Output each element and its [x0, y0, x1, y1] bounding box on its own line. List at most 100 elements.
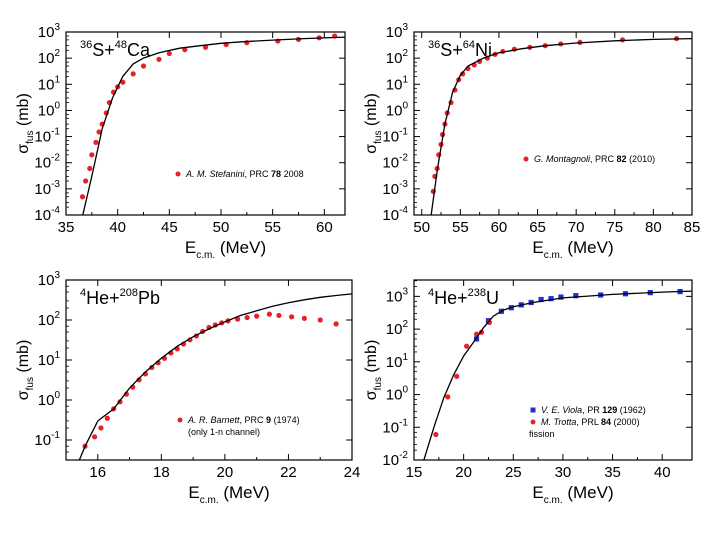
y-tick-mantissa: 10: [386, 102, 403, 119]
data-point: [445, 394, 451, 400]
legend-entry: A. R. Barnett, PRC 9 (1974): [187, 415, 300, 425]
y-tick-label: 10-2: [382, 450, 408, 469]
y-axis-label: σfus (mb): [15, 340, 36, 401]
legend-author: V. E. Viola: [541, 405, 582, 415]
legend-marker: [530, 419, 536, 425]
x-axis-label-unit: (MeV): [215, 238, 266, 257]
plot-frame: [413, 279, 693, 461]
y-tick-exponent: 0: [402, 385, 408, 396]
legend-ref: , PRC: [590, 154, 617, 164]
y-tick-exponent: 2: [402, 48, 408, 59]
data-point: [182, 47, 188, 53]
y-tick-label: 103: [386, 22, 409, 41]
legend-entry: M. Trotta, PRL 84 (2000): [541, 417, 640, 427]
y-tick-exponent: -3: [399, 179, 408, 190]
y-tick-exponent: 1: [54, 350, 60, 361]
y-tick-label: 103: [386, 286, 409, 305]
data-point: [156, 56, 162, 62]
panel-title: 4He+208Pb: [80, 287, 160, 308]
title-elem-b: Ni: [475, 40, 492, 60]
x-tick-label: 16: [89, 464, 106, 481]
data-point: [464, 343, 470, 349]
legend-year: 2008: [281, 169, 304, 179]
y-tick-mantissa: 10: [382, 181, 399, 198]
y-tick-exponent: -3: [51, 179, 60, 190]
x-axis-label: Ec.m. (MeV): [188, 483, 269, 506]
model-curve: [430, 37, 692, 215]
y-tick-label: 103: [38, 22, 61, 41]
x-tick-label: 55: [452, 219, 469, 236]
y-tick-mantissa: 10: [34, 155, 51, 172]
y-tick-exponent: 2: [402, 319, 408, 330]
x-tick-label: 24: [344, 464, 361, 481]
y-tick-mantissa: 10: [382, 155, 399, 172]
y-tick-label: 102: [386, 48, 409, 67]
panel-title: 36S+64Ni: [428, 39, 492, 60]
data-point-square: [538, 296, 544, 303]
y-tick-label: 10-2: [382, 153, 408, 172]
data-point: [301, 315, 307, 321]
y-tick-mantissa: 10: [382, 452, 399, 469]
legend-volume: 84: [601, 417, 611, 427]
x-tick-label: 20: [455, 464, 472, 481]
x-tick-label: 18: [153, 464, 170, 481]
legend-volume: 129: [602, 405, 617, 415]
y-tick-label: 102: [38, 48, 61, 67]
y-tick-mantissa: 10: [38, 50, 55, 67]
y-tick-exponent: -1: [399, 127, 408, 138]
data-point: [254, 313, 260, 319]
title-mass-b: 64: [463, 39, 475, 51]
y-tick-label: 102: [38, 310, 61, 329]
title-elem-a: He+: [434, 288, 468, 308]
y-tick-exponent: -2: [399, 450, 408, 461]
y-tick-label: 10-1: [34, 127, 60, 146]
plot-area: [79, 33, 345, 215]
x-axis-label-sub: c.m.: [544, 495, 563, 506]
x-tick-label: 50: [413, 219, 430, 236]
y-tick-label: 102: [386, 319, 409, 338]
data-point: [266, 311, 272, 317]
data-point: [333, 321, 339, 327]
data-point: [93, 139, 99, 145]
data-point: [454, 373, 460, 379]
data-point: [276, 312, 282, 319]
x-tick-label: 25: [505, 464, 522, 481]
y-axis-label-sub: fus: [373, 131, 384, 144]
x-axis-label-main: E: [532, 483, 543, 502]
y-tick-mantissa: 10: [38, 352, 55, 369]
y-tick-label: 10-3: [382, 179, 408, 198]
title-mass-a: 4: [428, 287, 434, 299]
y-tick-mantissa: 10: [38, 272, 55, 289]
data-point: [166, 50, 172, 57]
title-elem-a: He+: [86, 288, 120, 308]
y-tick-exponent: 3: [402, 22, 408, 33]
y-tick-label: 10-2: [34, 153, 60, 172]
data-point: [136, 377, 142, 383]
legend-author: A. R. Barnett: [187, 415, 240, 425]
y-tick-mantissa: 10: [382, 129, 399, 146]
x-tick-label: 30: [555, 464, 572, 481]
legend-volume: 9: [266, 415, 271, 425]
title-elem-a: S+: [92, 40, 115, 60]
y-tick-mantissa: 10: [386, 354, 403, 371]
plot-area: [423, 288, 692, 460]
x-tick-label: 50: [213, 219, 230, 236]
legend-year: (2010): [627, 154, 656, 164]
y-tick-mantissa: 10: [38, 76, 55, 93]
x-axis-label-main: E: [188, 483, 199, 502]
x-tick-label: 40: [109, 219, 126, 236]
legend-year: (1974): [271, 415, 300, 425]
y-tick-label: 101: [38, 74, 61, 93]
y-tick-exponent: -4: [51, 205, 60, 216]
x-tick-label: 55: [264, 219, 281, 236]
y-tick-label: 100: [38, 100, 61, 119]
y-axis-label-unit: (mb): [15, 340, 32, 377]
y-tick-label: 100: [386, 100, 409, 119]
y-axis-label-unit: (mb): [15, 93, 32, 130]
x-axis-label-sub: c.m.: [200, 495, 219, 506]
y-tick-exponent: 2: [54, 48, 60, 59]
title-elem-b: Pb: [138, 288, 160, 308]
title-elem-b: U: [486, 288, 499, 308]
legend-entry: fission: [529, 429, 555, 439]
y-tick-mantissa: 10: [386, 76, 403, 93]
